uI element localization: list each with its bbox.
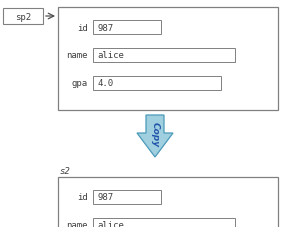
Text: 4.0: 4.0: [97, 79, 113, 88]
Bar: [93, 21, 161, 35]
Bar: [93, 218, 235, 227]
Text: id: id: [77, 23, 88, 32]
Text: name: name: [66, 51, 88, 60]
Bar: [93, 49, 235, 63]
Bar: [58, 177, 278, 227]
Text: gpa: gpa: [72, 79, 88, 88]
Bar: [3, 9, 43, 25]
Bar: [93, 190, 161, 204]
Text: id: id: [77, 193, 88, 202]
Bar: [93, 77, 221, 91]
Text: Copy: Copy: [150, 122, 160, 147]
Text: alice: alice: [97, 220, 124, 227]
Text: alice: alice: [97, 51, 124, 60]
Text: 987: 987: [97, 193, 113, 202]
Text: s2: s2: [60, 167, 71, 176]
Bar: [58, 8, 278, 111]
Polygon shape: [137, 116, 173, 157]
Text: 987: 987: [97, 23, 113, 32]
Text: sp2: sp2: [15, 12, 31, 21]
Text: name: name: [66, 220, 88, 227]
